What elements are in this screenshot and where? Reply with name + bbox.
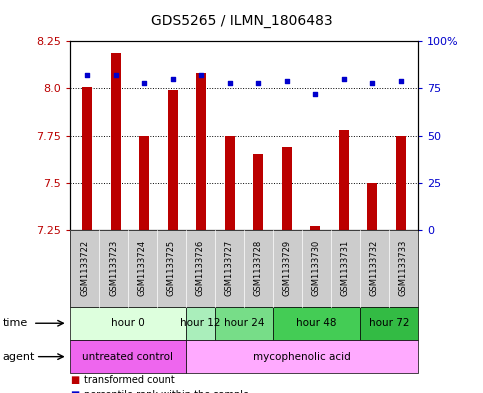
Text: hour 12: hour 12	[180, 318, 221, 328]
Text: GSM1133731: GSM1133731	[341, 240, 350, 296]
Point	[112, 72, 119, 78]
Text: GSM1133732: GSM1133732	[370, 240, 379, 296]
Bar	[196, 73, 206, 230]
Text: hour 24: hour 24	[224, 318, 264, 328]
Text: GSM1133724: GSM1133724	[138, 240, 147, 296]
Bar	[82, 86, 92, 230]
Bar	[253, 154, 263, 230]
Text: GSM1133728: GSM1133728	[254, 240, 263, 296]
Text: mycophenolic acid: mycophenolic acid	[253, 352, 351, 362]
Bar	[339, 130, 349, 230]
Point	[397, 78, 405, 84]
Bar	[139, 136, 149, 230]
Bar	[282, 147, 292, 230]
Text: GSM1133726: GSM1133726	[196, 240, 205, 296]
Point	[283, 78, 291, 84]
Point	[226, 80, 233, 86]
Text: ■: ■	[70, 375, 79, 386]
Bar	[225, 136, 235, 230]
Point	[169, 76, 176, 82]
Text: GSM1133723: GSM1133723	[109, 240, 118, 296]
Point	[312, 91, 319, 97]
Bar	[111, 53, 121, 230]
Text: GSM1133727: GSM1133727	[225, 240, 234, 296]
Text: GSM1133730: GSM1133730	[312, 240, 321, 296]
Bar	[396, 136, 406, 230]
Point	[140, 80, 148, 86]
Bar	[367, 183, 377, 230]
Point	[83, 72, 91, 78]
Text: percentile rank within the sample: percentile rank within the sample	[84, 390, 249, 393]
Point	[369, 80, 376, 86]
Text: hour 72: hour 72	[369, 318, 409, 328]
Text: hour 48: hour 48	[296, 318, 337, 328]
Point	[197, 72, 205, 78]
Text: untreated control: untreated control	[83, 352, 173, 362]
Point	[340, 76, 348, 82]
Text: GSM1133733: GSM1133733	[399, 240, 408, 296]
Text: GSM1133722: GSM1133722	[80, 240, 89, 296]
Bar	[310, 226, 320, 230]
Text: GDS5265 / ILMN_1806483: GDS5265 / ILMN_1806483	[151, 14, 332, 28]
Text: ■: ■	[70, 390, 79, 393]
Text: hour 0: hour 0	[111, 318, 145, 328]
Text: time: time	[2, 318, 28, 328]
Bar	[168, 90, 178, 230]
Text: transformed count: transformed count	[84, 375, 174, 386]
Text: GSM1133729: GSM1133729	[283, 240, 292, 296]
Text: GSM1133725: GSM1133725	[167, 240, 176, 296]
Point	[255, 80, 262, 86]
Text: agent: agent	[2, 352, 35, 362]
